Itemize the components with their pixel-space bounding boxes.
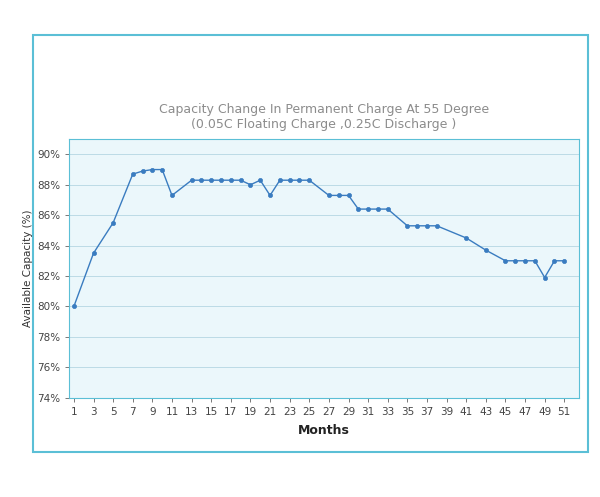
X-axis label: Months: Months <box>298 423 350 436</box>
Y-axis label: Available Capacity (%): Available Capacity (%) <box>23 210 32 327</box>
Title: Capacity Change In Permanent Charge At 55 Degree
(0.05C Floating Charge ,0.25C D: Capacity Change In Permanent Charge At 5… <box>159 103 489 131</box>
